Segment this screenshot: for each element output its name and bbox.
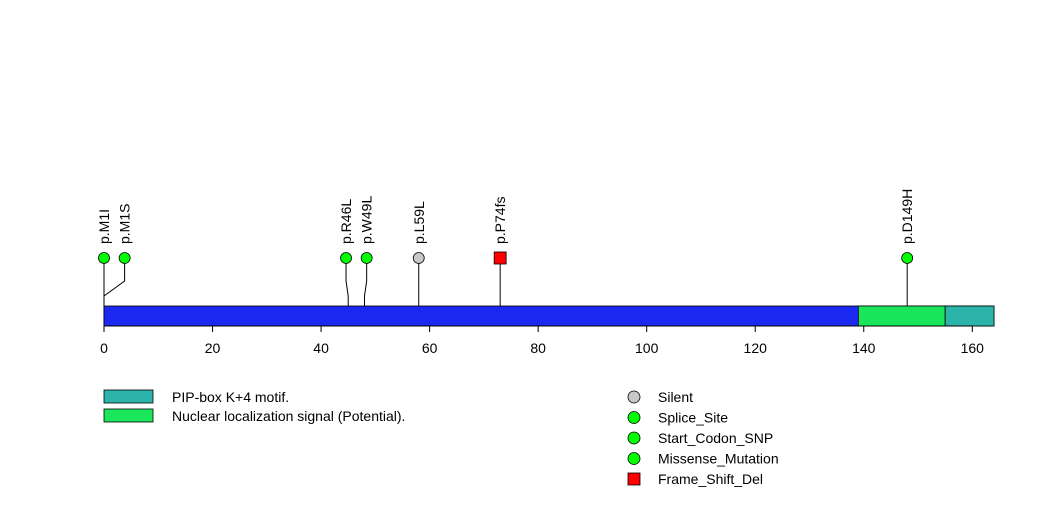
marker-p-p74fs [493, 251, 507, 265]
x-tick-label-140: 140 [852, 340, 876, 356]
legend-swatch-pip-box-k-4-motif [103, 389, 154, 404]
label-p-p74fs: p.P74fs [492, 197, 508, 244]
mutation-labels: p.M1I p.M1S p.R46L p.W49L p.L59L p.P74fs p.D14… [96, 189, 915, 244]
x-tick-label-40: 40 [313, 340, 329, 356]
legend-label-missense-mutation: Missense_Mutation [658, 451, 779, 467]
x-axis: 0 20 40 60 80 100 120 140 160 [100, 325, 985, 356]
marker-p-m1s [118, 252, 131, 264]
domain-nuclear-localization-signal-potential [857, 305, 946, 327]
mutation-type-legend: Silent Splice_Site Start_Codon_SNP Missense… [627, 389, 779, 487]
legend-swatch-nuclear-localization-signal-potential [103, 408, 154, 423]
marker-p-w49l [360, 252, 373, 264]
x-tick-label-20: 20 [205, 340, 221, 356]
legend-label-start-codon-snp: Start_Codon_SNP [658, 430, 773, 446]
legend-marker-splice-site [627, 411, 641, 424]
protein-backbone-group [103, 305, 995, 327]
legend-label-splice-site: Splice_Site [658, 410, 728, 426]
marker-p-d149h [901, 252, 914, 264]
label-p-r46l: p.R46L [338, 199, 354, 244]
marker-p-m1i [98, 252, 110, 264]
legend-marker-frame-shift-del [627, 472, 641, 486]
x-tick-label-120: 120 [744, 340, 768, 356]
label-p-w49l: p.W49L [359, 196, 375, 244]
mutation-markers [98, 251, 914, 265]
x-tick-label-160: 160 [961, 340, 985, 356]
domain-legend: PIP-box K+4 motif. Nuclear localization s… [103, 389, 405, 424]
marker-p-r46l [340, 252, 352, 264]
legend-marker-start-codon-snp [627, 431, 641, 445]
marker-p-l59l [412, 252, 425, 264]
label-p-m1i: p.M1I [96, 209, 112, 244]
x-tick-label-60: 60 [422, 340, 438, 356]
label-p-l59l: p.L59L [411, 201, 427, 244]
x-tick-label-0: 0 [100, 340, 108, 356]
legend-label-nuclear-localization-signal-potential: Nuclear localization signal (Potential). [172, 408, 405, 424]
legend-marker-missense-mutation [627, 452, 641, 465]
domain-pip-box-k-4-motif [944, 305, 995, 327]
label-p-m1s: p.M1S [117, 204, 133, 244]
legend-label-silent: Silent [658, 389, 693, 405]
legend-marker-silent [627, 390, 641, 404]
x-tick-label-100: 100 [635, 340, 659, 356]
legend-label-frame-shift-del: Frame_Shift_Del [658, 471, 763, 487]
legend-label-pip-box-k-4-motif: PIP-box K+4 motif. [172, 389, 289, 405]
label-p-d149h: p.D149H [899, 189, 915, 244]
x-tick-label-80: 80 [530, 340, 546, 356]
